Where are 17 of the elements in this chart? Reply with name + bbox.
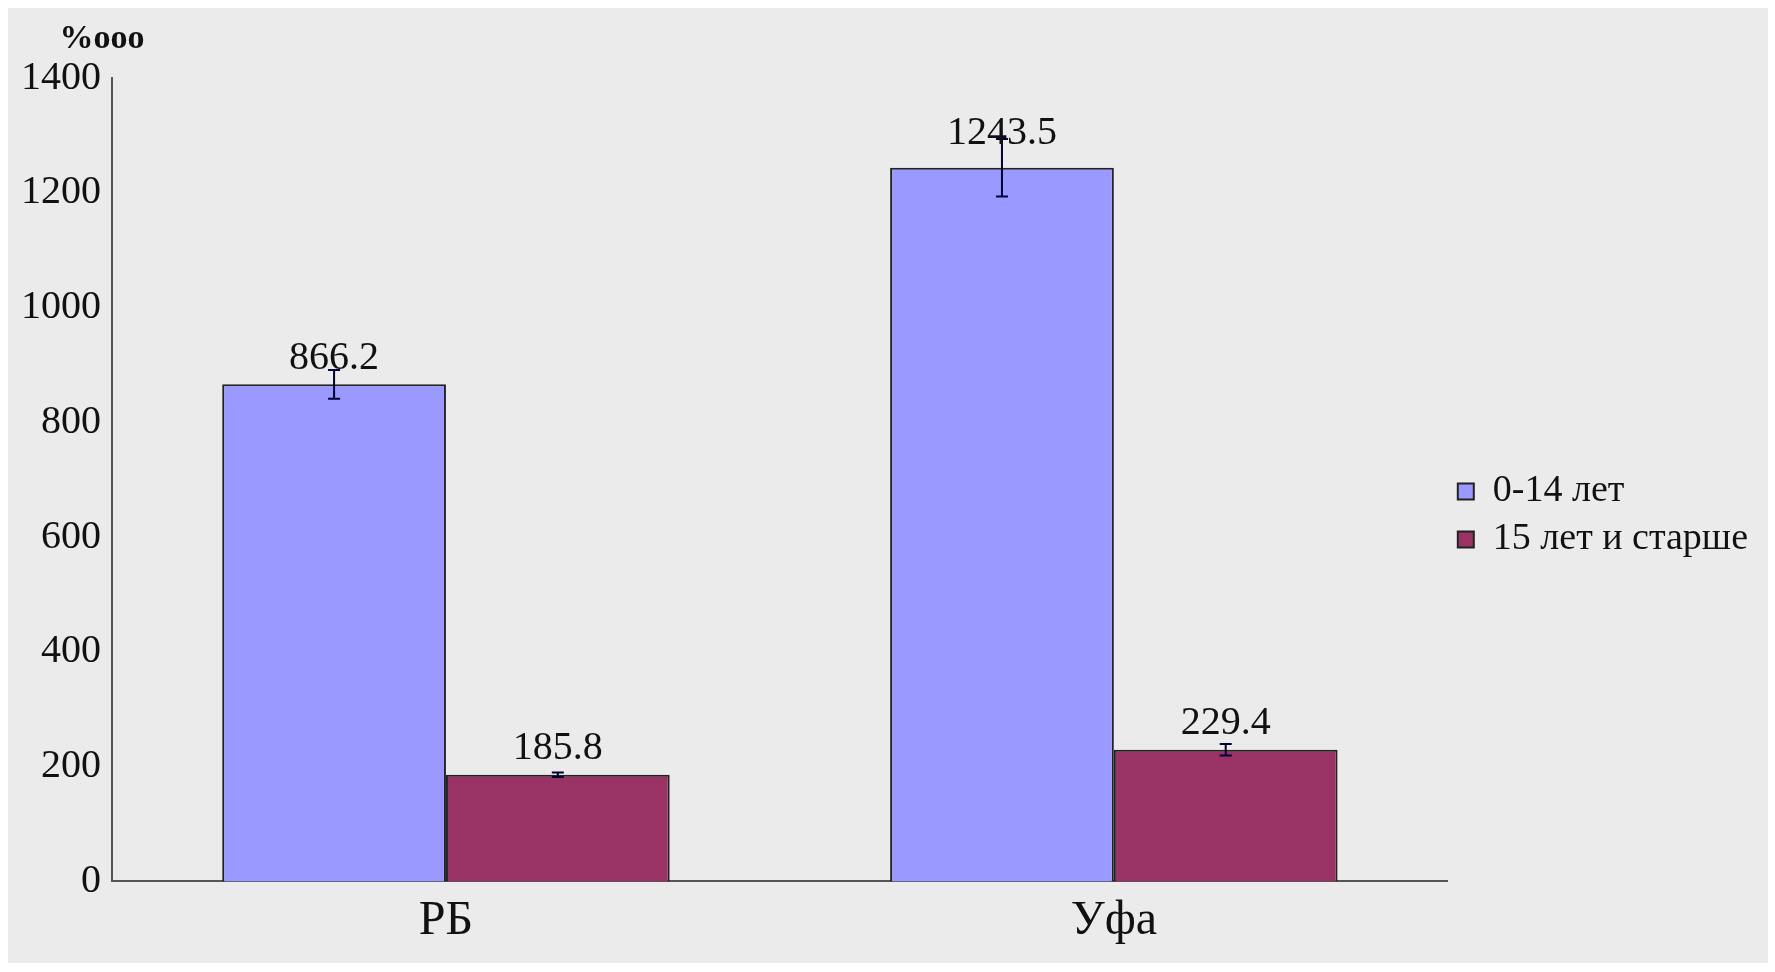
y-tick-label: 600 — [41, 511, 101, 557]
data-label: 229.4 — [1180, 698, 1271, 744]
y-tick-label: 1000 — [21, 282, 101, 328]
data-label: 1243.5 — [946, 107, 1057, 153]
y-tick-label: 1200 — [21, 167, 101, 213]
y-tick-label: 0 — [81, 855, 101, 901]
legend-label: 0-14 лет — [1492, 467, 1625, 510]
data-label: 185.8 — [512, 723, 603, 769]
x-tick-label: РБ — [418, 890, 474, 944]
legend-label: 15 лет и старше — [1492, 515, 1748, 558]
y-tick-label: 400 — [41, 626, 101, 672]
y-axis-title: %ooo — [59, 17, 145, 55]
x-tick-label: Уфа — [1070, 890, 1158, 944]
data-label: 866.2 — [289, 332, 380, 378]
y-tick-label: 800 — [41, 396, 101, 442]
y-tick-label: 1400 — [21, 52, 101, 98]
y-tick-label: 200 — [41, 741, 101, 787]
